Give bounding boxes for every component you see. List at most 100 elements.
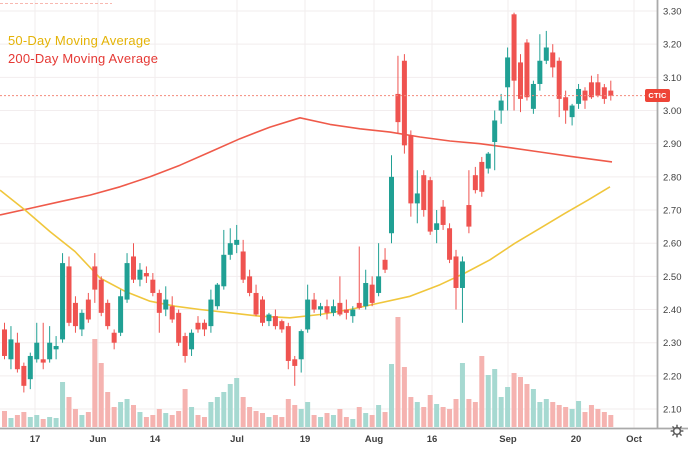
volume-bar (434, 404, 440, 427)
candle (518, 54, 523, 113)
candle (253, 284, 259, 317)
candle (182, 332, 188, 363)
volume-bar (550, 402, 556, 427)
volume-bar (272, 415, 278, 427)
candle (85, 292, 91, 323)
volume-bar (595, 409, 601, 427)
candle (260, 296, 265, 327)
candle (485, 151, 491, 174)
axis-frame (0, 0, 688, 430)
candle (337, 276, 343, 317)
candle (524, 39, 530, 101)
price-tick-label: 3.00 (663, 106, 682, 117)
volume-bar (350, 419, 356, 427)
settings-gear-icon[interactable] (669, 423, 685, 439)
volume-bar (363, 413, 369, 427)
time-tick-label: 20 (571, 434, 582, 445)
candle (27, 352, 33, 390)
volume-bar (14, 415, 20, 427)
volume-bar (311, 415, 317, 427)
volume-bar (8, 418, 14, 427)
volume-bar (472, 402, 478, 427)
volume-bar (382, 412, 388, 427)
candle (608, 80, 614, 101)
volume-bar (21, 412, 27, 427)
candle (440, 200, 446, 230)
volume-bar (389, 364, 394, 427)
candle (556, 57, 562, 118)
candle (14, 332, 20, 373)
price-tick-label: 3.30 (663, 7, 682, 18)
volume-bar (343, 417, 349, 427)
volume-bar (34, 415, 40, 427)
candle (305, 284, 311, 333)
candle (272, 309, 278, 330)
volume-bar (131, 405, 136, 427)
time-axis[interactable]: 17 Jun 14 Jul 19 Aug 16 Sep 20 Oct (30, 434, 643, 445)
volume-bar (150, 415, 156, 427)
volume-bar (279, 417, 285, 427)
candle (466, 170, 472, 234)
candle (98, 276, 104, 317)
candle (143, 266, 149, 283)
volume-bar (576, 401, 582, 427)
time-tick-label: Aug (365, 434, 384, 445)
volume-bar (427, 395, 433, 427)
candle (324, 299, 330, 320)
candle (479, 156, 485, 197)
volume-bar (298, 409, 304, 427)
candle (234, 224, 240, 254)
volume-bar (163, 413, 169, 427)
candle (240, 239, 246, 283)
candle (214, 282, 220, 310)
volume-series (2, 317, 614, 427)
candle (150, 273, 156, 297)
candle (163, 286, 169, 317)
candle (53, 336, 59, 360)
candle (472, 166, 478, 194)
volume-bar (530, 389, 536, 427)
candle (569, 103, 575, 126)
candle (208, 289, 214, 333)
time-tick-label: Jul (230, 434, 244, 445)
volume-bar (195, 415, 201, 427)
candle (601, 83, 607, 104)
volume-bar (337, 409, 343, 427)
volume-bar (485, 375, 491, 427)
volume-bar (318, 417, 324, 427)
candle (356, 246, 362, 310)
candle (498, 93, 504, 124)
candle (537, 34, 543, 91)
volume-bar (330, 415, 336, 427)
volume-bar (408, 397, 414, 427)
candle (350, 306, 356, 323)
volume-bar (240, 397, 246, 427)
price-axis[interactable]: 3.30 3.20 3.10 3.00 2.90 2.80 2.70 2.60 2.50 2.40… (663, 7, 682, 416)
candle (227, 228, 233, 260)
price-tick-label: 2.80 (663, 172, 682, 183)
volume-bar (227, 384, 233, 427)
time-tick-label: Oct (626, 434, 643, 445)
candle (137, 263, 143, 287)
candle (414, 170, 420, 224)
volume-bar (111, 407, 117, 427)
volume-bar (143, 417, 149, 427)
volume-bar (221, 392, 227, 427)
candle (124, 253, 130, 303)
candle (376, 243, 382, 297)
volume-bar (466, 399, 472, 427)
candle (21, 362, 27, 393)
candle (311, 292, 317, 313)
candle (292, 355, 298, 386)
candle (72, 296, 78, 333)
volume-bar (118, 402, 124, 427)
candle (363, 269, 369, 310)
volume-bar (459, 363, 465, 427)
volume-bar (608, 415, 614, 427)
volume-bar (543, 399, 549, 427)
candle (343, 299, 349, 320)
volume-bar (569, 409, 575, 427)
volume-bar (285, 399, 291, 427)
